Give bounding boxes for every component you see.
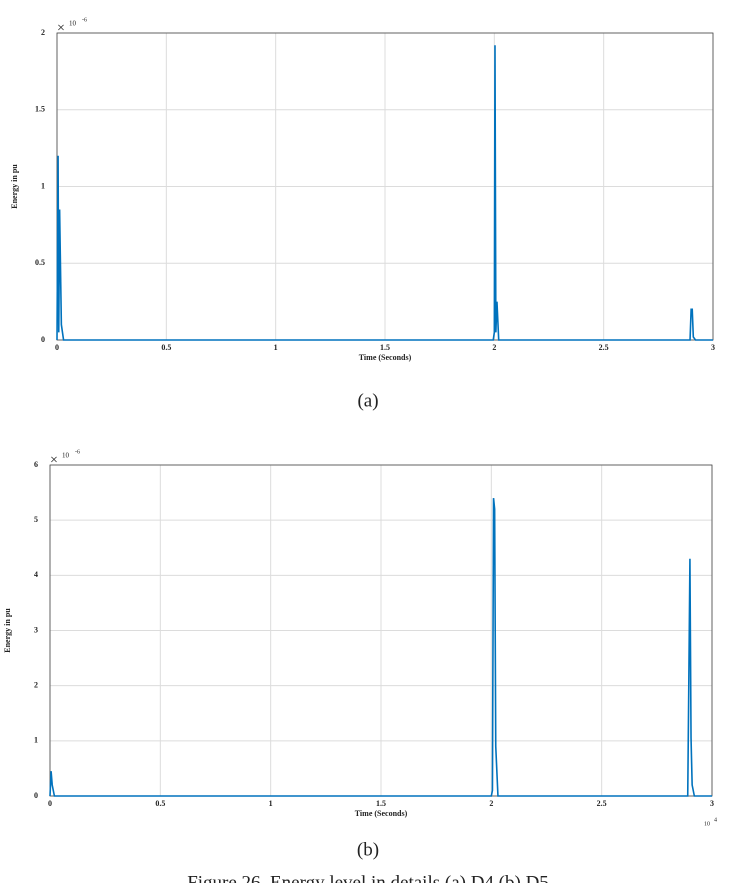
y-tick-label: 1	[34, 736, 38, 745]
x-scale-base: 10	[704, 821, 710, 827]
data-line	[49, 498, 712, 797]
x-tick-label: 2	[489, 799, 493, 808]
y-tick-label: 1	[41, 181, 45, 190]
x-tick-label: 0	[55, 343, 59, 352]
x-tick-label: 1.5	[376, 799, 386, 808]
y-tick-label: 2	[34, 680, 38, 689]
y-tick-label: 0	[34, 791, 38, 800]
x-axis-label: Time (Seconds)	[355, 809, 408, 818]
y-tick-label: 4	[34, 570, 38, 579]
figure-caption: Figure 26. Energy level in details (a) D…	[187, 872, 549, 883]
x-tick-label: 3	[710, 799, 714, 808]
data-line	[56, 45, 713, 341]
y-tick-label: 1.5	[35, 105, 45, 114]
x-tick-label: 1.5	[380, 343, 390, 352]
y-axis-label: Energy in pu	[3, 608, 12, 653]
y-scale-exponent: -6	[82, 17, 87, 23]
x-tick-label: 0	[48, 799, 52, 808]
x-tick-label: 0.5	[161, 343, 171, 352]
x-tick-label: 1	[269, 799, 273, 808]
x-tick-label: 2.5	[597, 799, 607, 808]
y-scale-base: 10	[62, 452, 70, 460]
y-scale-exponent: -6	[75, 449, 80, 455]
y-scale-symbol: ×	[57, 21, 65, 36]
caption: (a)	[357, 390, 378, 411]
x-scale-exponent: 4	[714, 817, 717, 823]
x-tick-label: 2.5	[599, 343, 609, 352]
x-tick-label: 1	[274, 343, 278, 352]
x-tick-label: 3	[711, 343, 715, 352]
y-scale-symbol: ×	[50, 453, 58, 468]
x-tick-label: 2	[492, 343, 496, 352]
y-tick-label: 0	[41, 335, 45, 344]
y-tick-label: 6	[34, 460, 38, 469]
x-axis-label: Time (Seconds)	[359, 353, 412, 362]
caption: (b)	[357, 839, 379, 860]
x-tick-label: 0.5	[155, 799, 165, 808]
y-tick-label: 0.5	[35, 258, 45, 267]
y-tick-label: 3	[34, 625, 38, 634]
y-scale-base: 10	[69, 20, 77, 28]
y-tick-label: 5	[34, 515, 38, 524]
y-tick-label: 2	[41, 28, 45, 37]
y-axis-label: Energy in pu	[10, 164, 19, 209]
